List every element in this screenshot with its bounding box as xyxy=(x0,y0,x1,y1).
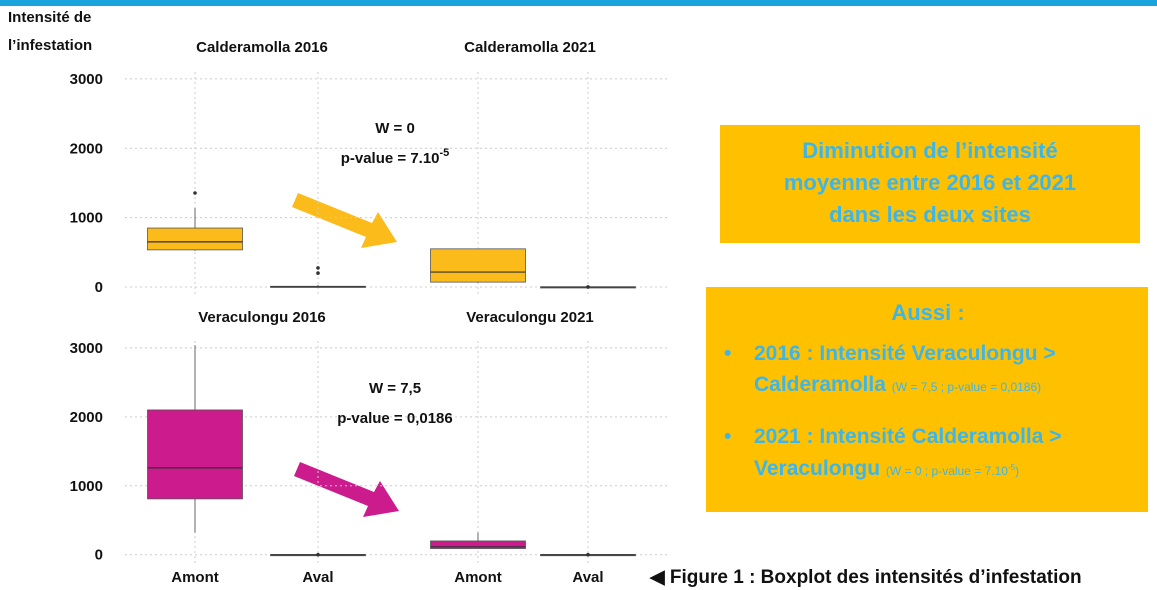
y-tick-label: 3000 xyxy=(70,340,103,357)
panel-title: Calderamolla 2016 xyxy=(196,39,328,56)
box xyxy=(430,248,526,283)
y-tick-label: 2000 xyxy=(70,140,103,157)
y-axis-label: l’infestation xyxy=(8,37,92,54)
y-tick-label: 2000 xyxy=(70,409,103,426)
arrow xyxy=(294,462,399,517)
text: (W = 7,5 ; p-value = 0,0186) xyxy=(891,380,1042,394)
y-tick-label: 0 xyxy=(95,547,103,564)
caption: ◀ Figure 1 : Boxplot des intensités d’in… xyxy=(650,567,1082,588)
text: dans les deux sites xyxy=(829,202,1031,227)
text: Calderamolla xyxy=(754,373,886,396)
y-tick-label: 0 xyxy=(95,279,103,296)
text: 2021 : Intensité Calderamolla > xyxy=(754,425,1062,448)
text: 2016 : Intensité Veraculongu > xyxy=(754,342,1056,365)
box xyxy=(147,409,243,500)
panel-title: Veraculongu 2021 xyxy=(466,309,594,326)
outlier xyxy=(193,191,197,195)
y-tick-label: 1000 xyxy=(70,478,103,495)
text: ) xyxy=(1015,464,1020,478)
panel-title: Veraculongu 2016 xyxy=(198,309,326,326)
annotation: p-value = 0,0186 xyxy=(337,410,453,427)
details-box: Aussi : • 2016 : Intensité Veraculongu >… xyxy=(706,287,1148,512)
bullet: • 2016 : Intensité Veraculongu > Caldera… xyxy=(724,342,1056,396)
text: Figure 1 : Boxplot des intensités d’infe… xyxy=(669,567,1082,588)
y-tick-label: 1000 xyxy=(70,210,103,227)
y-tick-label: 3000 xyxy=(70,71,103,88)
text: (W = 0 ; p-value = 7.10-5) xyxy=(885,463,1020,478)
outlier xyxy=(586,552,590,557)
y-axis-label: Intensité de xyxy=(8,9,91,26)
x-tick-label: Aval xyxy=(572,569,603,586)
x-tick-label: Amont xyxy=(454,569,502,586)
outlier xyxy=(586,285,590,289)
annotation-text: p-value = 0,0186 xyxy=(337,410,453,427)
box xyxy=(147,227,243,251)
panel-title: Calderamolla 2021 xyxy=(464,39,596,56)
text: moyenne entre 2016 et 2021 xyxy=(783,170,1077,195)
superscript: -5 xyxy=(1007,463,1016,472)
arrow xyxy=(292,193,397,248)
bullet: • 2021 : Intensité Calderamolla > Veracu… xyxy=(724,425,1062,480)
text: Veraculongu xyxy=(754,457,881,480)
conclusion-box: Diminution de l’intensité moyenne entre … xyxy=(720,125,1140,243)
superscript: -5 xyxy=(440,147,450,159)
x-tick-label: Amont xyxy=(171,569,219,586)
text: Diminution de l’intensité xyxy=(802,138,1058,163)
x-tick-label: Aval xyxy=(302,569,333,586)
top-bar xyxy=(0,0,1157,6)
outlier xyxy=(316,552,320,557)
annotation: W = 0 xyxy=(375,120,415,137)
annotation-text: W = 7,5 xyxy=(369,380,421,397)
box xyxy=(430,540,526,549)
text: (W = 0 ; p-value = 7.10 xyxy=(885,464,1008,478)
annotation: p-value = 7.10-5 xyxy=(341,147,450,167)
outlier xyxy=(316,271,320,275)
annotation-text: p-value = 7.10 xyxy=(341,150,440,167)
annotation-text: W = 0 xyxy=(375,120,415,137)
heading: Aussi : xyxy=(891,300,965,325)
annotation: W = 7,5 xyxy=(369,380,421,397)
outlier xyxy=(316,266,320,270)
